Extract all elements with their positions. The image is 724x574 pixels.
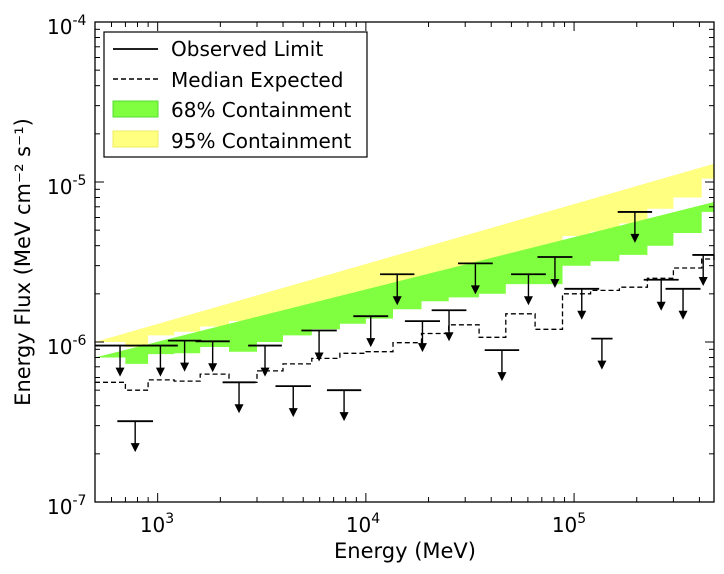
observed-limit-arrowhead	[180, 362, 190, 372]
observed-limit-13	[431, 309, 467, 342]
y-tick-label-1e-5: 10-5	[47, 173, 86, 199]
band-95-containment	[95, 163, 714, 347]
observed-limit-22	[665, 287, 701, 320]
legend-observed-label: Observed Limit	[171, 37, 323, 61]
observed-limit-14	[457, 262, 493, 295]
observed-limit-8	[301, 329, 337, 362]
observed-limit-arrowhead	[130, 443, 140, 453]
observed-limit-arrowhead	[392, 296, 402, 306]
observed-limit-20	[617, 211, 653, 243]
observed-limit-21	[643, 278, 679, 311]
observed-limit-arrowhead	[597, 360, 607, 370]
observed-limit-arrowhead	[115, 367, 125, 377]
observed-limit-arrowhead	[314, 352, 324, 362]
observed-limit-arrowhead	[497, 372, 507, 382]
observed-limit-10	[353, 315, 389, 348]
x-tick-label-1e3: 103	[140, 511, 174, 537]
observed-limit-23	[692, 254, 714, 286]
observed-limit-arrowhead	[656, 301, 666, 311]
observed-limit-arrowhead	[288, 408, 298, 418]
observed-limits	[95, 211, 714, 453]
y-tick-label-1e-4: 10-4	[47, 13, 87, 39]
x-tick-label-1e5: 105	[552, 511, 586, 537]
observed-limit-arrowhead	[630, 233, 640, 243]
legend-95-swatch	[112, 130, 159, 148]
observed-limit-19	[591, 337, 613, 370]
observed-limit-arrowhead	[208, 363, 218, 373]
containment-bands	[95, 163, 714, 364]
observed-limit-arrowhead	[366, 338, 376, 348]
observed-limit-arrowhead	[550, 278, 560, 288]
observed-limit-7	[275, 385, 311, 418]
band-68-containment	[95, 202, 714, 364]
observed-limit-16	[511, 273, 546, 306]
observed-limit-arrowhead	[470, 285, 480, 295]
observed-limit-4	[195, 340, 230, 373]
median-expected-line	[95, 253, 715, 391]
observed-limit-1	[117, 420, 154, 453]
observed-limit-2	[142, 344, 178, 377]
median-expected-path	[95, 253, 715, 391]
plot-frame	[94, 21, 715, 503]
observed-limit-arrowhead	[155, 367, 165, 377]
observed-limit-arrowhead	[339, 412, 349, 422]
x-tick-label-1e4: 104	[346, 511, 380, 537]
observed-limit-arrowhead	[523, 296, 533, 306]
legend-median-label: Median Expected	[171, 68, 343, 92]
observed-limit-arrowhead	[260, 367, 270, 377]
legend: Observed Limit Median Expected 68% Conta…	[103, 31, 368, 158]
observed-limit-0	[95, 344, 146, 377]
y-tick-label-1e-7: 10-7	[47, 493, 86, 519]
axis-ticks	[94, 22, 714, 503]
x-axis-label: Energy (MeV)	[334, 539, 476, 563]
observed-limit-arrowhead	[444, 332, 454, 342]
observed-limit-15	[484, 349, 520, 382]
observed-limit-18	[564, 287, 600, 320]
y-tick-label-1e-6: 10-6	[47, 333, 87, 359]
observed-limit-17	[537, 256, 573, 288]
legend-68-swatch	[112, 100, 159, 118]
observed-limit-arrowhead	[234, 404, 244, 414]
legend-95-label: 95% Containment	[171, 129, 351, 153]
observed-limit-6	[248, 344, 282, 377]
observed-limit-11	[380, 273, 415, 306]
observed-limit-arrowhead	[678, 310, 688, 320]
observed-limit-12	[404, 320, 440, 353]
observed-limit-5	[222, 381, 256, 414]
legend-68-label: 68% Containment	[171, 98, 351, 122]
observed-limit-arrowhead	[577, 310, 587, 320]
y-axis-label: Energy Flux (MeV cm⁻² s⁻¹)	[11, 118, 35, 406]
observed-limit-arrowhead	[698, 276, 708, 286]
observed-limit-9	[326, 389, 362, 422]
observed-limit-arrowhead	[417, 343, 427, 353]
